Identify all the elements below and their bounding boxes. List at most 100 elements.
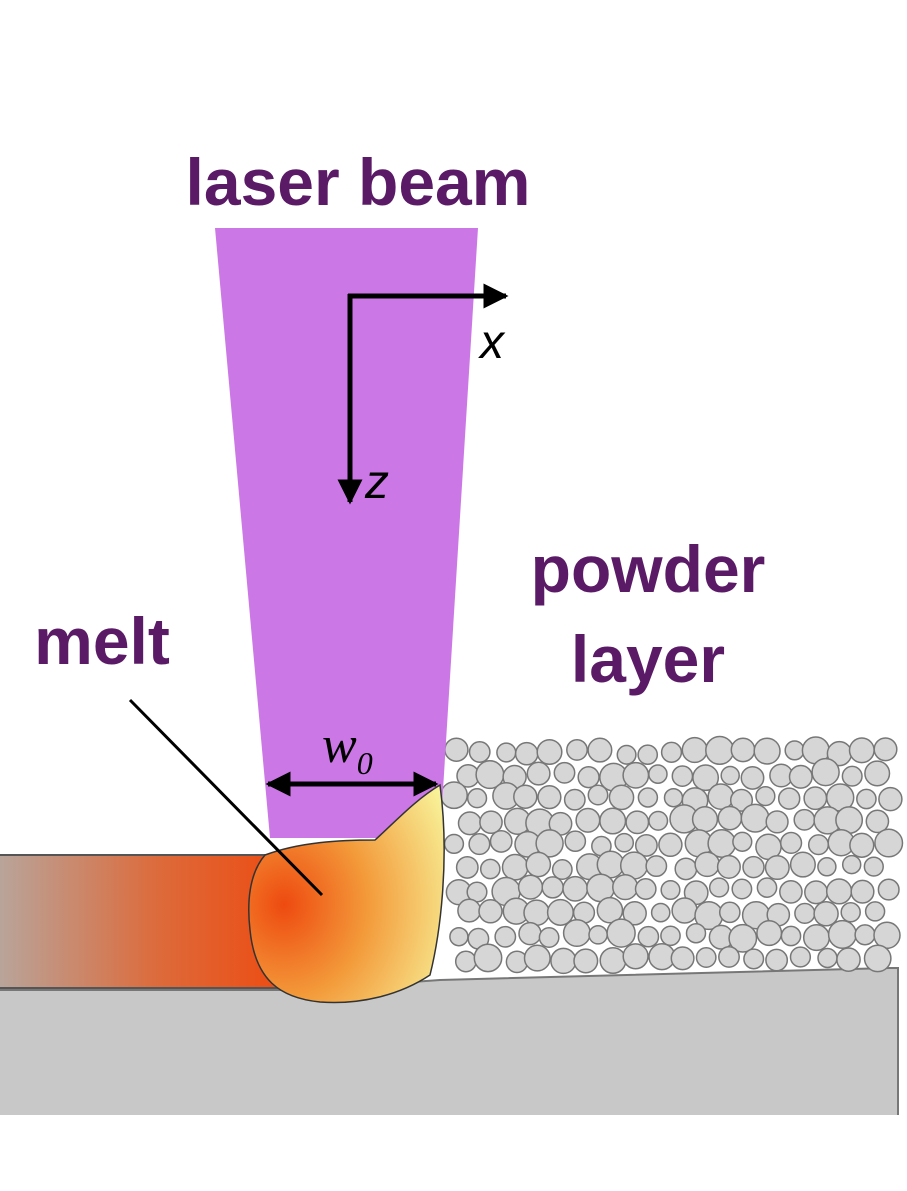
powder-particle [573,948,599,974]
powder-particle [803,786,828,811]
powder-particles [440,735,904,975]
powder-particle [550,947,577,975]
powder-particle [616,744,637,765]
powder-particle [685,922,707,944]
powder-particle [660,741,683,763]
powder-particle [564,830,587,853]
powder-particle [873,921,901,950]
powder-particle [708,877,730,898]
powder-particle [793,808,816,831]
powder-particle [468,741,491,763]
powder-particle [551,859,573,880]
beam-width-label: w0 [322,717,373,781]
powder-particle [523,899,550,927]
powder-particle [660,879,681,901]
powder-particle [840,902,861,923]
powder-particle [718,945,740,968]
powder-particle [742,855,765,879]
powder-particle [863,856,884,877]
powder-particle [622,943,649,970]
powder-particle [807,834,830,856]
melt-leader-line [128,698,324,897]
powder-particle [827,919,857,949]
powder-particle [606,918,636,948]
powder-particle [755,785,776,807]
powder-particle [444,737,469,762]
powder-particle [518,921,542,946]
powder-particle [612,873,639,901]
powder-particle [753,737,781,765]
powder-particle [577,766,600,789]
powder-particle [466,788,488,809]
powder-particle [523,944,551,972]
powder-particle [575,807,601,833]
powder-particle [449,926,469,947]
solidified-track [0,855,290,988]
powder-particle [587,784,609,806]
powder-particle [841,854,862,875]
powder-particle [622,761,650,789]
powder-particle [634,833,658,857]
powder-particle [765,810,789,834]
powder-particle [587,737,613,763]
powder-particle [658,832,683,858]
powder-particle [802,924,831,952]
powder-particle [784,740,805,761]
powder-particle [813,901,839,927]
powder-particle [878,786,903,812]
powder-particle [779,880,803,904]
powder-particle [779,831,803,855]
powder-particle [494,925,517,948]
powder-particle [674,857,698,881]
powder-particle [728,923,758,953]
powder-particle [794,902,816,925]
beam-width-subscript: 0 [357,745,373,781]
powder-particle [717,805,743,831]
laser-beam [215,228,478,838]
powder-particle [538,927,560,948]
powder-particle [865,809,890,834]
powder-particle [777,787,801,810]
powder-particle [637,925,660,948]
powder-particle [563,788,586,811]
powder-particle [817,857,837,877]
powder-particle [537,784,562,810]
layer-label: layer [571,622,725,696]
axis-x-label: x [478,316,506,369]
powder-particle [718,901,741,924]
powder-particle [707,783,735,810]
powder-particle [645,855,668,878]
powder-particle [873,737,898,762]
powder-particle [731,878,753,900]
powder-particle [849,832,875,858]
beam-width-symbol: w [322,717,357,774]
powder-particle [473,943,503,973]
powder-particle [513,784,538,809]
powder-particle [671,765,694,787]
powder-particle [691,806,719,833]
powder-particle [454,950,477,973]
powder-particle [863,944,892,973]
powder-particle [743,948,765,970]
powder-particle [788,764,813,789]
powder-particle [705,735,735,766]
powder-particle [740,765,765,790]
powder-particle [850,879,875,904]
substrate [0,968,898,1115]
powder-particle [756,920,783,947]
powder-particle [562,875,589,902]
powder-particle [648,810,669,831]
powder-particle [692,764,720,792]
powder-particle [648,764,668,784]
powder-particle [588,924,608,945]
axis-z-label: z [364,456,389,509]
powder-particle [848,737,875,764]
powder-particle [817,947,838,969]
powder-particle [489,829,513,853]
powder-particle [608,784,635,811]
powder-particle [730,737,756,763]
powder-particle [694,851,721,878]
powder-particle [789,946,812,968]
substrate-edge [0,967,899,1115]
powder-particle [695,947,717,968]
